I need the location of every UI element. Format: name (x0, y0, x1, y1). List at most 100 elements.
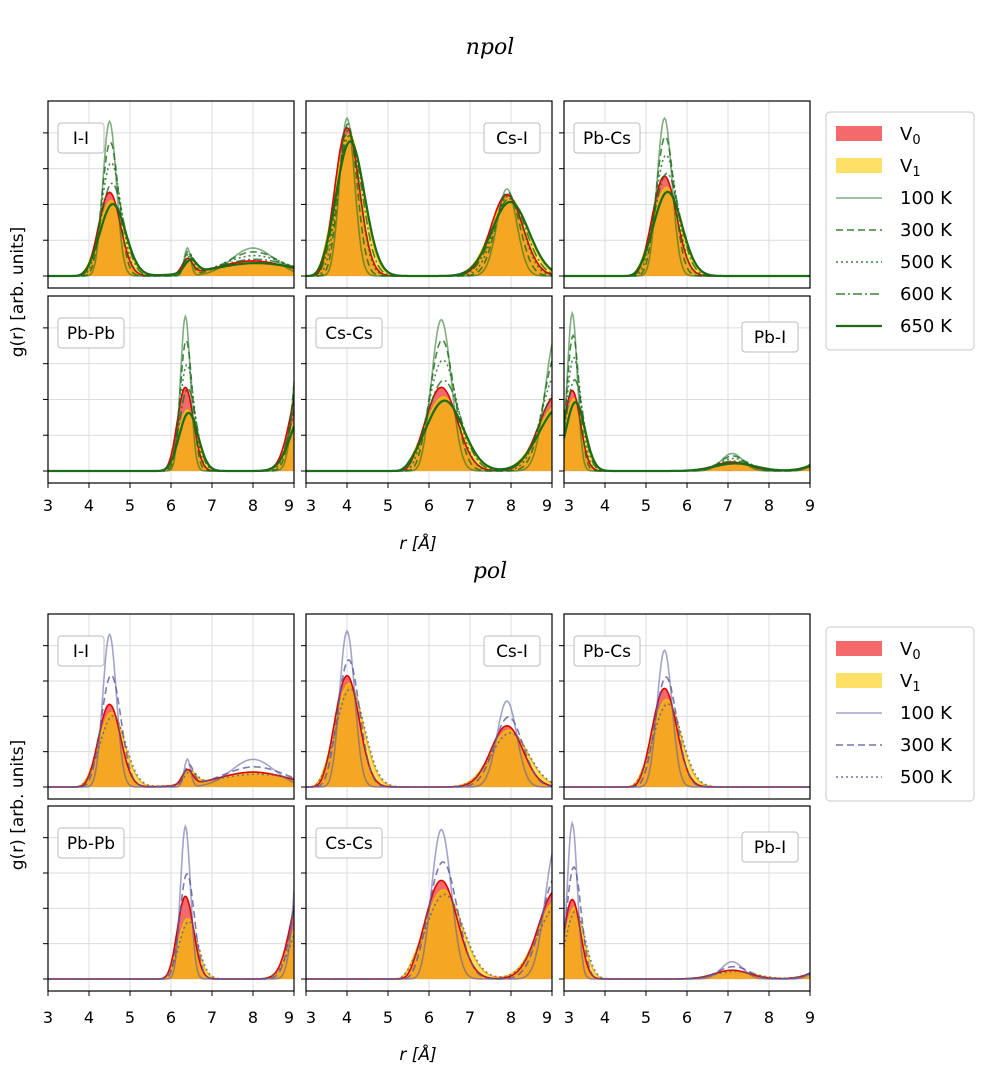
x-tick-label: 3 (43, 1008, 53, 1027)
x-tick-label: 4 (600, 496, 610, 515)
x-tick-label: 9 (284, 496, 294, 515)
panel-label: Cs-I (496, 642, 528, 662)
y-axis-label: g(r) [arb. units] (8, 740, 28, 871)
legend-swatch-v0 (836, 641, 882, 656)
panel-label-box (741, 321, 799, 353)
temperature-line (564, 703, 810, 788)
x-tick-label: 5 (125, 496, 135, 515)
panel-label: I-I (73, 642, 89, 662)
panel-frame (305, 613, 553, 800)
panel-series (564, 649, 810, 788)
legend-swatch-v0 (836, 126, 882, 141)
temperature-line (306, 659, 552, 788)
panel-label-box (57, 635, 105, 667)
panel-series (48, 313, 294, 473)
legend-subscript: 1 (912, 680, 920, 695)
temperature-line (564, 401, 810, 473)
legend-swatch-v1 (836, 673, 882, 688)
panel-series (564, 820, 810, 980)
x-tick-label: 9 (542, 1008, 552, 1027)
panel-pb-pb: Pb-Pb 3 4 5 6 7 8 9 (43, 805, 295, 1027)
legend-subscript: 0 (912, 648, 920, 663)
panel-pb-i: Pb-I 3 4 5 6 7 8 9 (559, 295, 815, 515)
temperature-line (306, 893, 552, 980)
panel-pb-cs: Pb-Cs (559, 100, 811, 289)
x-tick-label: 4 (342, 496, 352, 515)
x-axis-label: r [Å] (399, 532, 436, 554)
panel-label: Pb-Pb (67, 324, 115, 344)
panel-label: I-I (73, 129, 89, 149)
x-tick-label: 8 (248, 1008, 258, 1027)
x-tick-label: 3 (306, 496, 316, 515)
legend-label: 500 K (900, 252, 953, 273)
x-tick-label: 3 (564, 1008, 574, 1027)
panel-series (564, 310, 810, 473)
legend-swatch-v1 (836, 158, 882, 173)
temperature-line (564, 190, 810, 278)
legend-label: 650 K (900, 316, 953, 337)
panel-label: Pb-Pb (67, 834, 115, 854)
legend-box (825, 626, 975, 802)
overlap-fill (48, 712, 294, 787)
temperature-line (564, 676, 810, 788)
x-tick-label: 9 (542, 496, 552, 515)
legend-subscript: 0 (912, 133, 920, 148)
panel-label: Pb-I (754, 838, 786, 858)
panel-pb-i: Pb-I 3 4 5 6 7 8 9 (559, 805, 815, 1027)
legend-label: 500 K (900, 767, 953, 788)
temperature-line (306, 140, 552, 278)
x-tick-label: 5 (641, 496, 651, 515)
legend-label: 600 K (900, 284, 953, 305)
x-tick-label: 3 (564, 496, 574, 515)
x-tick-label: 9 (284, 1008, 294, 1027)
x-tick-label: 4 (600, 1008, 610, 1027)
panel-i-i: I-I (43, 100, 295, 289)
x-tick-label: 5 (125, 1008, 135, 1027)
overlap-fill (48, 200, 294, 276)
panel-cs-i: Cs-I (301, 613, 553, 800)
overlap-fill (564, 907, 810, 979)
x-tick-label: 7 (723, 496, 733, 515)
y-axis-label: g(r) [arb. units] (8, 227, 28, 358)
x-tick-label: 4 (84, 1008, 94, 1027)
panel-label-box (483, 635, 541, 667)
panel-cs-cs: Cs-Cs 3 4 5 6 7 8 9 (301, 295, 553, 515)
panel-cs-cs: Cs-Cs 3 4 5 6 7 8 9 (301, 805, 553, 1027)
x-tick-label: 7 (207, 1008, 217, 1027)
panel-label-box (741, 831, 799, 863)
panel-label-box (57, 122, 105, 154)
x-tick-label: 8 (248, 496, 258, 515)
panel-label: Cs-Cs (325, 834, 373, 854)
panel-series (306, 629, 552, 788)
x-tick-label: 6 (166, 496, 176, 515)
panel-cs-i: Cs-I (301, 100, 553, 289)
panel-series (306, 828, 552, 980)
panel-label-box (483, 122, 541, 154)
panel-series (48, 632, 294, 788)
x-tick-label: 6 (424, 1008, 434, 1027)
x-tick-label: 6 (424, 496, 434, 515)
panel-frame (305, 100, 553, 289)
panel-series (564, 116, 810, 278)
panel-series (306, 116, 552, 278)
panel-series (48, 823, 294, 980)
panel-label-box (57, 317, 125, 349)
legend-label: 300 K (900, 735, 953, 756)
legend-subscript: 1 (912, 165, 920, 180)
panel-pb-pb: Pb-Pb 3 4 5 6 7 8 9 (43, 295, 295, 515)
panel-label: Pb-I (754, 328, 786, 348)
panel-label: Pb-Cs (583, 129, 631, 149)
panel-series (48, 119, 294, 278)
temperature-line (48, 411, 294, 473)
x-tick-label: 8 (764, 496, 774, 515)
panel-label: Cs-I (496, 129, 528, 149)
temperature-line (48, 715, 294, 788)
panel-label-box (573, 635, 641, 667)
temperature-line (48, 140, 294, 277)
panel-label: Pb-Cs (583, 642, 631, 662)
x-tick-label: 8 (764, 1008, 774, 1027)
x-tick-label: 9 (805, 1008, 815, 1027)
x-tick-label: 5 (641, 1008, 651, 1027)
